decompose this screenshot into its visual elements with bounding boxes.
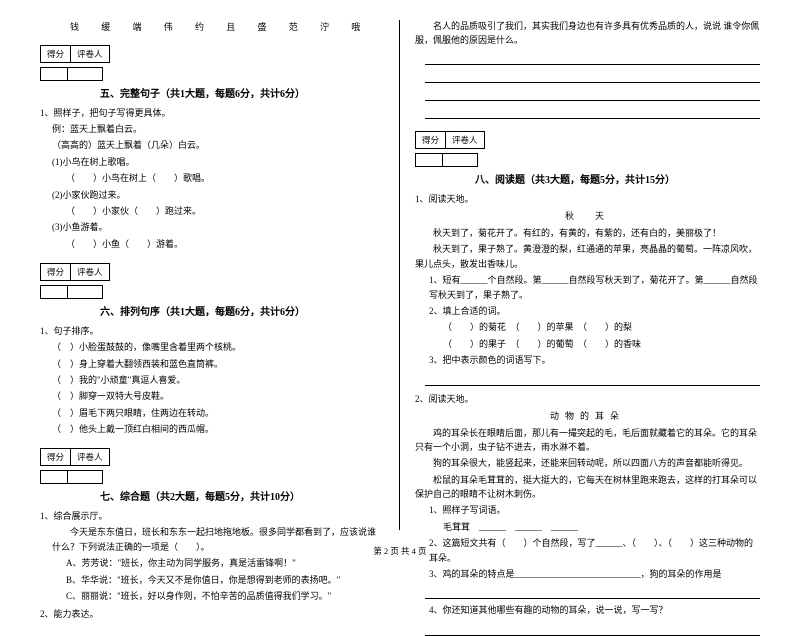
s6l4: （ ）脚穿一双特大号皮鞋。 xyxy=(52,389,384,403)
s8p5: 松鼠的耳朵毛茸茸的，挺大挺大的，它每天在树林里跑来跑去，这样的打耳朵可以保护自己… xyxy=(415,473,760,502)
s6l5: （ ）眉毛下两只眼睛，住两边在转动。 xyxy=(52,406,384,420)
s8s4a: 毛茸茸 ______ ______ ______ xyxy=(443,520,760,534)
q6-1: 1、句子排序。 xyxy=(40,324,384,337)
score-label: 得分 xyxy=(40,45,71,63)
q8-1-body: 秋天到了，菊花开了。有红的，有黄的，有紫的，还有白的，美丽极了！ 秋天到了，果子… xyxy=(415,226,760,368)
passage1-title: 秋 天 xyxy=(415,209,760,222)
blank-line xyxy=(425,87,760,101)
score-blank xyxy=(40,67,68,81)
l2b: （ ）小家伙（ ）跑过来。 xyxy=(66,204,384,218)
q6-body: （ ）小脸蛋鼓鼓的，像嘴里含着里两个核桃。 （ ）身上穿着大翻领西装和蓝色直筒裤… xyxy=(52,340,384,436)
s8s2b: （ ）的果子 （ ）的葡萄 （ ）的香味 xyxy=(443,337,760,351)
ex1: 例：蓝天上飘着白云。 xyxy=(52,122,384,136)
left-column: 钱 缓 端 伟 约 且 盛 范 泞 哦 得分 评卷人 五、完整句子（共1大题，每… xyxy=(30,20,400,530)
s8p3: 鸡的耳朵长在眼睛后面，那儿有一撮突起的毛，毛后面就藏着它的耳朵。它的耳朵只有一个… xyxy=(415,426,760,455)
s8s6: 3、鸡的耳朵的特点是____________________________，狗… xyxy=(429,567,760,581)
s7b: B、华华说："班长，今天又不是你值日，你是想得到老师的表扬吧。" xyxy=(66,573,384,587)
section-6-title: 六、排列句序（共1大题，每题6分，共计6分） xyxy=(100,303,384,318)
s8p4: 狗的耳朵很大，能竖起来，还能来回转动呢，所以四面八方的声音都能听得见。 xyxy=(415,456,760,470)
l3b: （ ）小鱼（ ）游着。 xyxy=(66,237,384,251)
s8s7: 4、你还知道其他哪些有趣的动物的耳朵，说一说，写一写？ xyxy=(429,603,760,617)
q5-1: 1、照样子，把句子写得更具体。 xyxy=(40,106,384,119)
grader-label: 评卷人 xyxy=(70,45,110,63)
right-column: 名人的品质吸引了我们，其实我们身边也有许多具有优秀品质的人，说说 谁令你佩服，佩… xyxy=(400,20,770,530)
score-blank xyxy=(40,285,68,299)
score-blank xyxy=(415,153,443,167)
character-row: 钱 缓 端 伟 约 且 盛 范 泞 哦 xyxy=(70,20,384,33)
score-box-8b xyxy=(415,153,760,167)
s8s2: 2、填上合适的词。 xyxy=(429,304,760,318)
s7a: A、芳芳说："班长，你主动为同学服务，真是活雷锋啊！" xyxy=(66,556,384,570)
blank-line xyxy=(425,105,760,119)
score-label: 得分 xyxy=(40,448,71,466)
q8-2-body: 鸡的耳朵长在眼睛后面，那儿有一撮突起的毛，毛后面就藏着它的耳朵。它的耳朵只有一个… xyxy=(415,426,760,636)
s6l2: （ ）身上穿着大翻领西装和蓝色直筒裤。 xyxy=(52,357,384,371)
s8p1: 秋天到了，菊花开了。有红的，有黄的，有紫的，还有白的，美丽极了！ xyxy=(415,226,760,240)
l3: (3)小鱼游着。 xyxy=(52,220,384,234)
score-box-7: 得分 评卷人 xyxy=(40,448,384,466)
grader-blank xyxy=(67,67,103,81)
s6l1: （ ）小脸蛋鼓鼓的，像嘴里含着里两个核桃。 xyxy=(52,340,384,354)
page-footer: 第 2 页 共 4 页 xyxy=(0,545,800,557)
s6l3: （ ）我的"小顽童"真逗人喜爱。 xyxy=(52,373,384,387)
score-label: 得分 xyxy=(415,131,446,149)
grader-blank xyxy=(67,470,103,484)
l1: (1)小鸟在树上歌唱。 xyxy=(52,155,384,169)
score-blank xyxy=(40,470,68,484)
l2: (2)小家伙跑过来。 xyxy=(52,188,384,202)
grader-label: 评卷人 xyxy=(70,263,110,281)
s6l6: （ ）他头上戴一顶红白相间的西瓜帽。 xyxy=(52,422,384,436)
l1b: （ ）小鸟在树上（ ）歌唱。 xyxy=(66,171,384,185)
blank-line xyxy=(425,372,760,386)
q7-body: 今天是东东值日，班长和东东一起扫地拖地板。很多同学都看到了，应该说谁 什么？下列… xyxy=(52,525,384,603)
ex2: （高高的）蓝天上飘着（几朵）白云。 xyxy=(52,138,384,152)
q7-1: 1、综合展示厅。 xyxy=(40,509,384,522)
score-box-5: 得分 评卷人 xyxy=(40,45,384,63)
score-box-7b xyxy=(40,470,384,484)
score-box-8: 得分 评卷人 xyxy=(415,131,760,149)
s8p2: 秋天到了，果子熟了。黄澄澄的梨，红通通的苹果，亮晶晶的葡萄。一阵凉风吹，果儿点头… xyxy=(415,242,760,271)
grader-label: 评卷人 xyxy=(70,448,110,466)
grader-label: 评卷人 xyxy=(445,131,485,149)
blank-line xyxy=(425,622,760,636)
section-7-title: 七、综合题（共2大题，每题5分，共计10分） xyxy=(100,488,384,503)
q5-body: 例：蓝天上飘着白云。 （高高的）蓝天上飘着（几朵）白云。 (1)小鸟在树上歌唱。… xyxy=(52,122,384,251)
s7c: C、丽丽说："班长，好以身作则，不怕辛苦的品质值得我们学习。" xyxy=(66,589,384,603)
s8s3: 3、把中表示颜色的词语写下。 xyxy=(429,353,760,367)
grader-blank xyxy=(442,153,478,167)
q7-2: 2、能力表达。 xyxy=(40,607,384,620)
s8s4: 1、照样子写词语。 xyxy=(429,503,760,517)
section-5-title: 五、完整句子（共1大题，每题6分，共计6分） xyxy=(100,85,384,100)
s8s2a: （ ）的菊花 （ ）的苹果 （ ）的梨 xyxy=(443,320,760,334)
q8-1: 1、阅读天地。 xyxy=(415,192,760,205)
s8s1: 1、短有______个自然段。第______自然段写秋天到了，菊花开了。第___… xyxy=(429,273,760,302)
section-8-title: 八、阅读题（共3大题，每题5分，共计15分） xyxy=(475,171,760,186)
score-label: 得分 xyxy=(40,263,71,281)
score-box-5b xyxy=(40,67,384,81)
blank-line xyxy=(425,51,760,65)
q8-2: 2、阅读天地。 xyxy=(415,392,760,405)
score-box-6b xyxy=(40,285,384,299)
grader-blank xyxy=(67,285,103,299)
blank-line xyxy=(425,69,760,83)
score-box-6: 得分 评卷人 xyxy=(40,263,384,281)
right-intro: 名人的品质吸引了我们，其实我们身边也有许多具有优秀品质的人，说说 谁令你佩服，佩… xyxy=(415,20,760,47)
passage2-title: 动物的耳朵 xyxy=(415,409,760,422)
blank-line xyxy=(425,585,760,599)
